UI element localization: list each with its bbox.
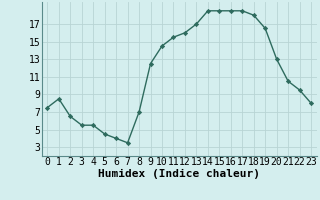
- X-axis label: Humidex (Indice chaleur): Humidex (Indice chaleur): [98, 169, 260, 179]
